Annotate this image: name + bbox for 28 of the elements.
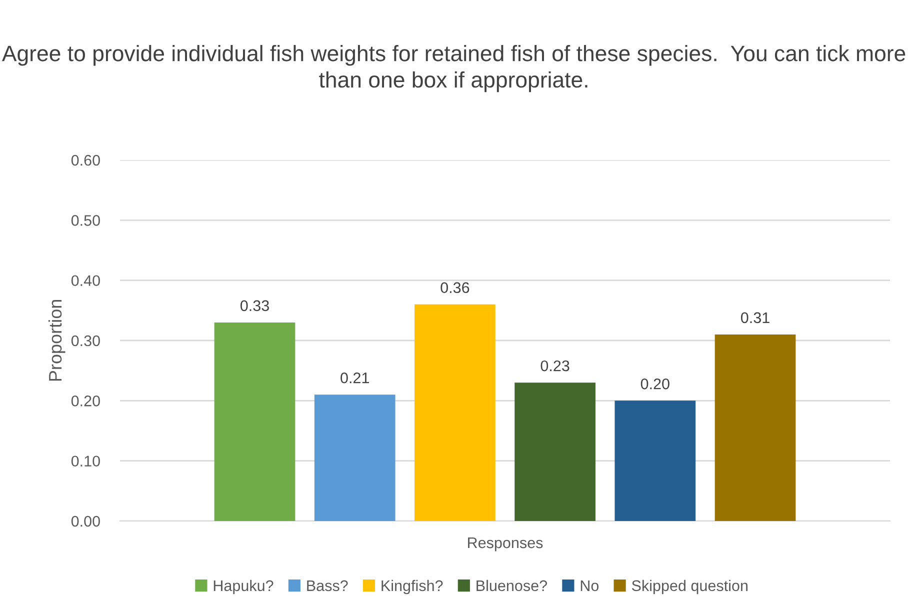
bar (214, 322, 296, 521)
data-label: 0.36 (440, 282, 470, 294)
y-tick-label: 0.00 (71, 516, 100, 527)
legend-label: Kingfish? (382, 580, 443, 594)
bar (714, 334, 796, 521)
y-tick-label: 0.50 (71, 215, 100, 226)
y-tick-label: 0.20 (71, 396, 100, 406)
bar (514, 382, 596, 521)
data-label: 0.33 (240, 300, 269, 312)
data-label: 0.31 (740, 312, 770, 324)
x-axis-title: Responses (468, 538, 543, 552)
data-label: 0.20 (640, 378, 670, 390)
bar (614, 400, 696, 521)
legend-label: Hapuku? (214, 580, 274, 594)
y-tick-label: 0.60 (71, 154, 100, 166)
chart-title: Agree to provide individual fish weights for retained fish of these species. You can tick more than one box if appropriate. (2, 45, 906, 92)
legend-label: Bass? (307, 580, 348, 592)
y-axis-title: Proportion (48, 300, 66, 381)
y-tick-label: 0.30 (71, 335, 100, 346)
bar (414, 304, 496, 521)
y-tick-label: 0.40 (71, 275, 100, 286)
legend-label: No (580, 580, 599, 592)
bar (314, 394, 396, 521)
data-label: 0.21 (340, 372, 369, 384)
legend-label: Skipped question (632, 580, 748, 594)
data-label: 0.23 (540, 360, 570, 372)
legend-label: Bluenose? (476, 580, 547, 592)
y-tick-label: 0.10 (71, 456, 100, 467)
